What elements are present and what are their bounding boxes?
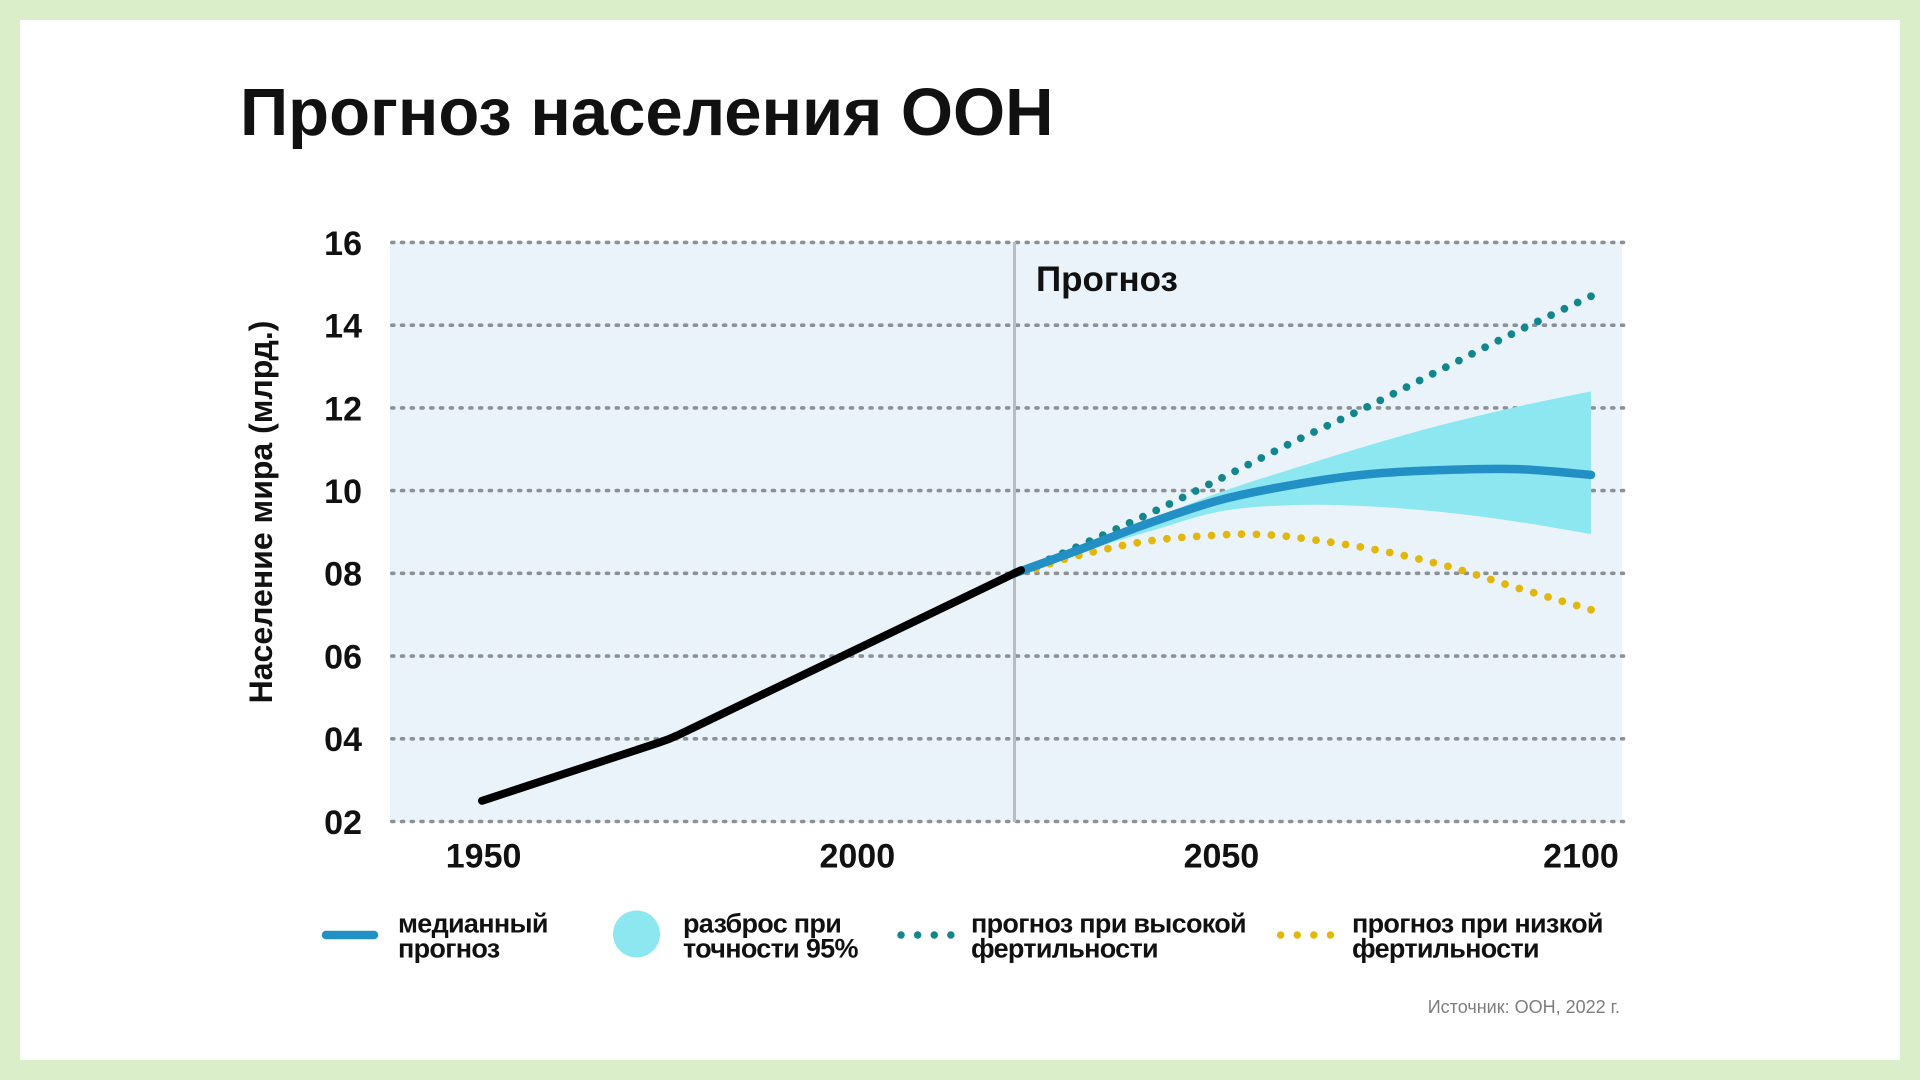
- svg-text:медианный: медианный: [398, 909, 548, 939]
- svg-text:2000: 2000: [819, 838, 895, 876]
- svg-text:2100: 2100: [1543, 838, 1619, 876]
- svg-text:прогноз: прогноз: [398, 934, 500, 964]
- svg-text:2050: 2050: [1184, 838, 1260, 876]
- svg-text:Источник: ООН, 2022 г.: Источник: ООН, 2022 г.: [1428, 997, 1620, 1017]
- svg-text:10: 10: [324, 473, 362, 511]
- svg-text:14: 14: [324, 308, 362, 346]
- svg-text:разброс при: разброс при: [683, 909, 841, 939]
- svg-text:прогноз при низкой: прогноз при низкой: [1352, 909, 1603, 939]
- svg-text:1950: 1950: [446, 838, 522, 876]
- svg-text:12: 12: [324, 390, 362, 428]
- svg-text:06: 06: [324, 639, 362, 677]
- svg-text:точности 95%: точности 95%: [683, 934, 858, 964]
- svg-text:Прогноз: Прогноз: [1036, 260, 1178, 299]
- svg-text:фертильности: фертильности: [1352, 934, 1539, 964]
- svg-text:Прогноз населения ООН: Прогноз населения ООН: [240, 75, 1054, 150]
- svg-text:08: 08: [324, 556, 362, 594]
- svg-text:02: 02: [324, 804, 362, 842]
- svg-text:16: 16: [324, 225, 362, 263]
- svg-text:04: 04: [324, 721, 362, 759]
- svg-text:прогноз при высокой: прогноз при высокой: [971, 909, 1246, 939]
- svg-text:фертильности: фертильности: [971, 934, 1158, 964]
- svg-text:Население мира (млрд.): Население мира (млрд.): [243, 321, 279, 704]
